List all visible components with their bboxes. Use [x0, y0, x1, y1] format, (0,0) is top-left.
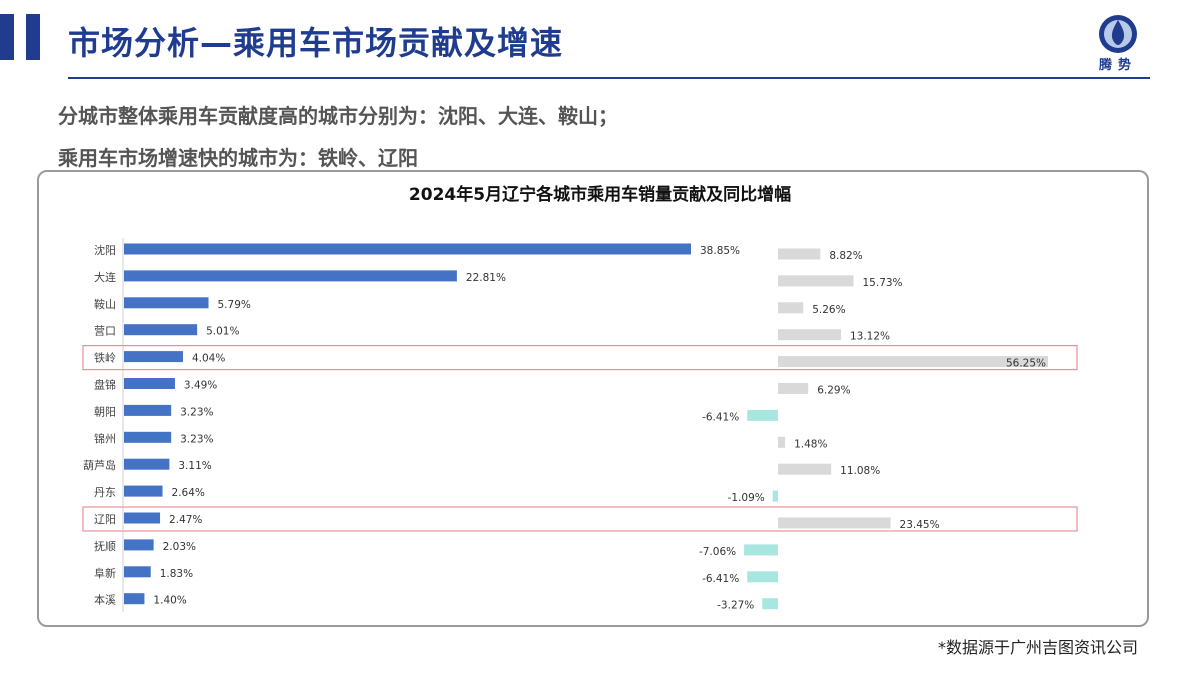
category-label: 铁岭: [94, 351, 116, 365]
growth-data-label: -1.09%: [728, 492, 765, 504]
share-data-label: 1.40%: [153, 595, 186, 607]
growth-data-label: -7.06%: [699, 546, 736, 558]
growth-bar: [778, 517, 891, 529]
category-label: 丹东: [94, 486, 116, 499]
header-accent-bar-right: [26, 14, 40, 60]
growth-bar: [744, 544, 778, 556]
chart-frame: [37, 170, 1149, 627]
share-bar: [124, 404, 172, 416]
share-bar: [124, 512, 161, 524]
growth-data-label: -3.27%: [717, 600, 754, 612]
growth-data-label: 8.82%: [829, 250, 862, 262]
chart-title: 2024年5月辽宁各城市乘用车销量贡献及同比增幅: [408, 185, 792, 205]
growth-bar: [747, 409, 778, 421]
growth-bar: [747, 571, 778, 583]
source-note: *数据源于广州吉图资讯公司: [937, 638, 1138, 657]
share-data-label: 2.64%: [172, 487, 205, 499]
share-bar: [124, 324, 198, 336]
header-divider: [68, 77, 1150, 79]
share-bar: [124, 270, 457, 282]
share-bar: [124, 351, 183, 363]
share-data-label: 4.04%: [192, 353, 225, 365]
category-label: 本溪: [94, 593, 116, 607]
growth-bar: [778, 463, 832, 475]
growth-data-label: 6.29%: [817, 385, 850, 397]
share-bar: [124, 539, 154, 551]
category-label: 抚顺: [94, 539, 116, 553]
growth-bar: [778, 275, 854, 287]
page-title: 市场分析—乘用车市场贡献及增速: [68, 24, 564, 62]
growth-bar: [778, 329, 841, 341]
summary-line-contribution: 分城市整体乘用车贡献度高的城市分别为：沈阳、大连、鞍山；: [58, 104, 618, 128]
share-bar: [124, 431, 172, 443]
share-bar: [124, 485, 163, 497]
category-label: 阜新: [94, 566, 116, 580]
share-data-label: 22.81%: [466, 272, 506, 284]
share-data-label: 3.23%: [180, 406, 213, 418]
share-bar: [124, 458, 170, 470]
brand-logo-icon: [1099, 15, 1137, 53]
growth-data-label: 15.73%: [863, 277, 903, 289]
share-data-label: 5.01%: [206, 326, 239, 338]
share-bar: [124, 297, 209, 309]
share-data-label: 1.83%: [160, 568, 193, 580]
category-label: 鞍山: [94, 297, 116, 311]
growth-data-label: -6.41%: [702, 573, 739, 585]
share-data-label: 5.79%: [218, 299, 251, 311]
category-label: 锦州: [94, 431, 116, 445]
share-data-label: 38.85%: [700, 245, 740, 257]
growth-bar: [778, 436, 786, 448]
growth-data-label: 23.45%: [900, 519, 940, 531]
share-data-label: 3.49%: [184, 380, 217, 392]
share-bar: [124, 243, 691, 255]
share-data-label: 3.11%: [178, 460, 211, 472]
growth-data-label: -6.41%: [702, 411, 739, 423]
growth-data-label: 56.25%: [1006, 358, 1046, 370]
growth-data-label: 1.48%: [794, 438, 827, 450]
share-data-label: 3.23%: [180, 433, 213, 445]
header-accent-bar-left: [0, 14, 14, 60]
category-label: 葫芦岛: [83, 458, 116, 472]
share-bar: [124, 593, 145, 605]
highlight-box: [82, 506, 1078, 532]
brand-logo-text: 腾势: [1098, 58, 1137, 73]
growth-bar: [762, 598, 778, 610]
share-bar: [124, 378, 175, 389]
summary-line-growth: 乘用车市场增速快的城市为：铁岭、辽阳: [58, 146, 418, 170]
growth-data-label: 5.26%: [812, 304, 845, 316]
share-bar: [124, 566, 151, 578]
category-label: 沈阳: [94, 243, 116, 257]
growth-bar: [778, 302, 804, 314]
category-label: 大连: [94, 270, 116, 284]
growth-bar: [772, 490, 778, 502]
growth-data-label: 13.12%: [850, 331, 890, 343]
growth-bar: [778, 383, 809, 394]
growth-bar: [778, 356, 1048, 368]
growth-data-label: 11.08%: [840, 465, 880, 477]
category-label: 盘锦: [94, 378, 116, 392]
highlight-box: [82, 345, 1078, 371]
growth-bar: [778, 248, 821, 260]
category-label: 朝阳: [94, 405, 116, 418]
share-data-label: 2.47%: [169, 514, 202, 526]
category-label: 辽阳: [94, 513, 116, 526]
share-data-label: 2.03%: [163, 541, 196, 553]
category-label: 营口: [94, 324, 116, 338]
